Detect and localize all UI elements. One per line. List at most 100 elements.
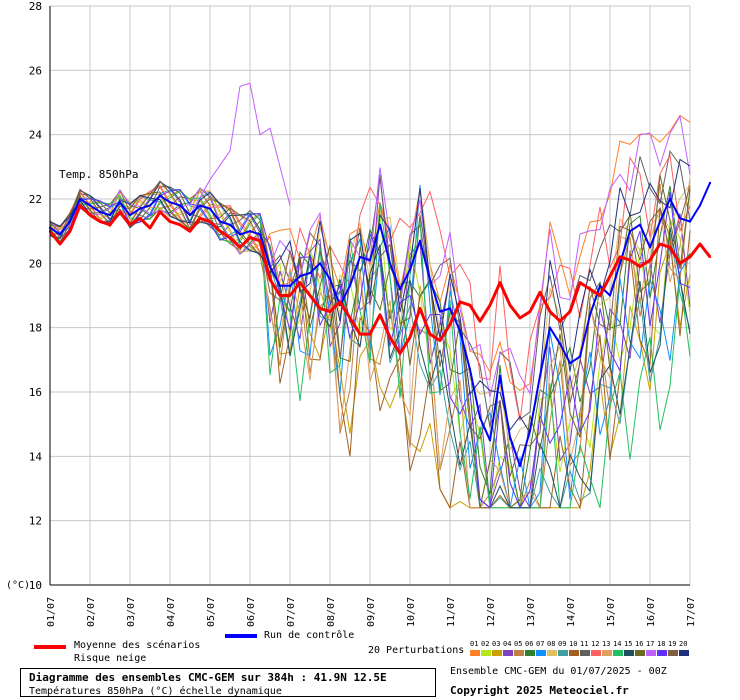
- mean-line-point: [669, 246, 671, 249]
- perturbation-line: [49, 181, 691, 509]
- y-tick-label: 28: [29, 0, 42, 13]
- perturbation-peak-line: [189, 82, 291, 216]
- y-tick-label: 26: [29, 64, 42, 77]
- x-tick-label: 02/07: [86, 597, 97, 627]
- control-line-point: [229, 223, 231, 226]
- control-line-point: [389, 262, 391, 265]
- perturbation-swatch: [657, 650, 667, 656]
- control-line-point: [109, 214, 111, 217]
- perturbation-number: 15: [624, 640, 633, 648]
- control-line-point: [449, 307, 451, 310]
- perturbation-swatch: [613, 650, 623, 656]
- mean-line-point: [419, 307, 421, 310]
- mean-line-point: [99, 220, 101, 223]
- mean-line-point: [149, 226, 151, 229]
- y-tick-label: 12: [29, 515, 42, 528]
- y-tick-label: 20: [29, 257, 42, 270]
- x-tick-label: 14/07: [566, 597, 577, 627]
- copyright: Copyright 2025 Meteociel.fr: [450, 684, 629, 697]
- control-line-point: [399, 288, 401, 291]
- mean-line-point: [129, 223, 131, 226]
- perturbation-number: 16: [635, 640, 644, 648]
- x-tick-label: 12/07: [486, 597, 497, 627]
- control-line-point: [179, 204, 181, 207]
- x-tick-label: 07/07: [286, 597, 297, 627]
- control-line-point: [169, 201, 171, 204]
- control-line-point: [689, 220, 691, 223]
- perturbation-swatch: [591, 650, 601, 656]
- perturbation-number: 12: [591, 640, 600, 648]
- control-line-point: [369, 259, 371, 262]
- perturbation-lines: [49, 82, 691, 510]
- mean-line-point: [79, 204, 81, 207]
- perturbation-line: [49, 180, 691, 477]
- control-line-point: [359, 255, 361, 258]
- series-label: Temp. 850hPa: [59, 168, 139, 181]
- mean-line-point: [529, 310, 531, 313]
- control-line-point: [599, 284, 601, 287]
- mean-line-point: [539, 291, 541, 294]
- mean-line-point: [499, 281, 501, 284]
- x-tick-label: 01/07: [46, 597, 57, 627]
- control-line-point: [299, 275, 301, 278]
- perturbation-number: 11: [580, 640, 589, 648]
- snow-risk-label: Risque neige: [74, 653, 147, 664]
- control-line-point: [619, 262, 621, 265]
- x-tick-label: 17/07: [686, 597, 697, 627]
- perturbation-line: [49, 190, 691, 509]
- perturbation-swatch: [624, 650, 634, 656]
- mean-line-point: [59, 243, 61, 246]
- mean-line-point: [649, 259, 651, 262]
- x-tick-label: 05/07: [206, 597, 217, 627]
- perturbation-number: 04: [503, 640, 512, 648]
- control-line-point: [569, 362, 571, 365]
- perturbation-number: 19: [668, 640, 677, 648]
- control-line-point: [59, 233, 61, 236]
- control-line-point: [149, 204, 151, 207]
- perturbation-number: 07: [536, 640, 545, 648]
- x-tick-label: 11/07: [446, 597, 457, 627]
- mean-legend-swatch: [34, 645, 66, 649]
- mean-line-point: [319, 307, 321, 310]
- x-tick-label: 04/07: [166, 597, 177, 627]
- control-legend-swatch: [225, 634, 257, 638]
- perturbation-line: [49, 174, 691, 509]
- perturbation-swatch: [679, 650, 689, 656]
- perturbation-line: [49, 190, 691, 509]
- perturbation-number: 10: [569, 640, 578, 648]
- x-tick-label: 15/07: [606, 597, 617, 627]
- control-line-point: [529, 429, 531, 432]
- control-line-point: [699, 204, 701, 207]
- mean-line-point: [429, 333, 431, 336]
- control-line-point: [269, 265, 271, 268]
- control-line-point: [139, 207, 141, 210]
- perturbation-number: 03: [492, 640, 501, 648]
- x-tick-label: 03/07: [126, 597, 137, 627]
- mean-line-point: [359, 333, 361, 336]
- mean-line-point: [229, 236, 231, 239]
- control-line-point: [629, 230, 631, 233]
- mean-line-point: [249, 236, 251, 239]
- x-tick-label: 08/07: [326, 597, 337, 627]
- control-legend-label: Run de contrôle: [264, 630, 355, 641]
- control-line-point: [219, 220, 221, 223]
- x-tick-label: 13/07: [526, 597, 537, 627]
- y-tick-label: 22: [29, 193, 42, 206]
- x-tick-label: 09/07: [366, 597, 377, 627]
- mean-line-point: [179, 223, 181, 226]
- control-line-point: [549, 326, 551, 329]
- perturbation-number: 02: [481, 640, 490, 648]
- control-line-point: [79, 198, 81, 200]
- mean-line-point: [89, 214, 91, 217]
- control-line-point: [559, 342, 561, 345]
- mean-line-point: [489, 304, 491, 307]
- control-line-point: [479, 416, 481, 419]
- mean-line-point: [519, 317, 521, 320]
- perturbation-number: 17: [646, 640, 655, 648]
- perturbation-swatch: [646, 650, 656, 656]
- y-tick-label: 14: [29, 450, 43, 463]
- perturbation-swatch: [481, 650, 491, 656]
- control-line-point: [459, 329, 461, 332]
- y-unit-label: (°C): [6, 580, 31, 591]
- mean-line-point: [679, 262, 681, 265]
